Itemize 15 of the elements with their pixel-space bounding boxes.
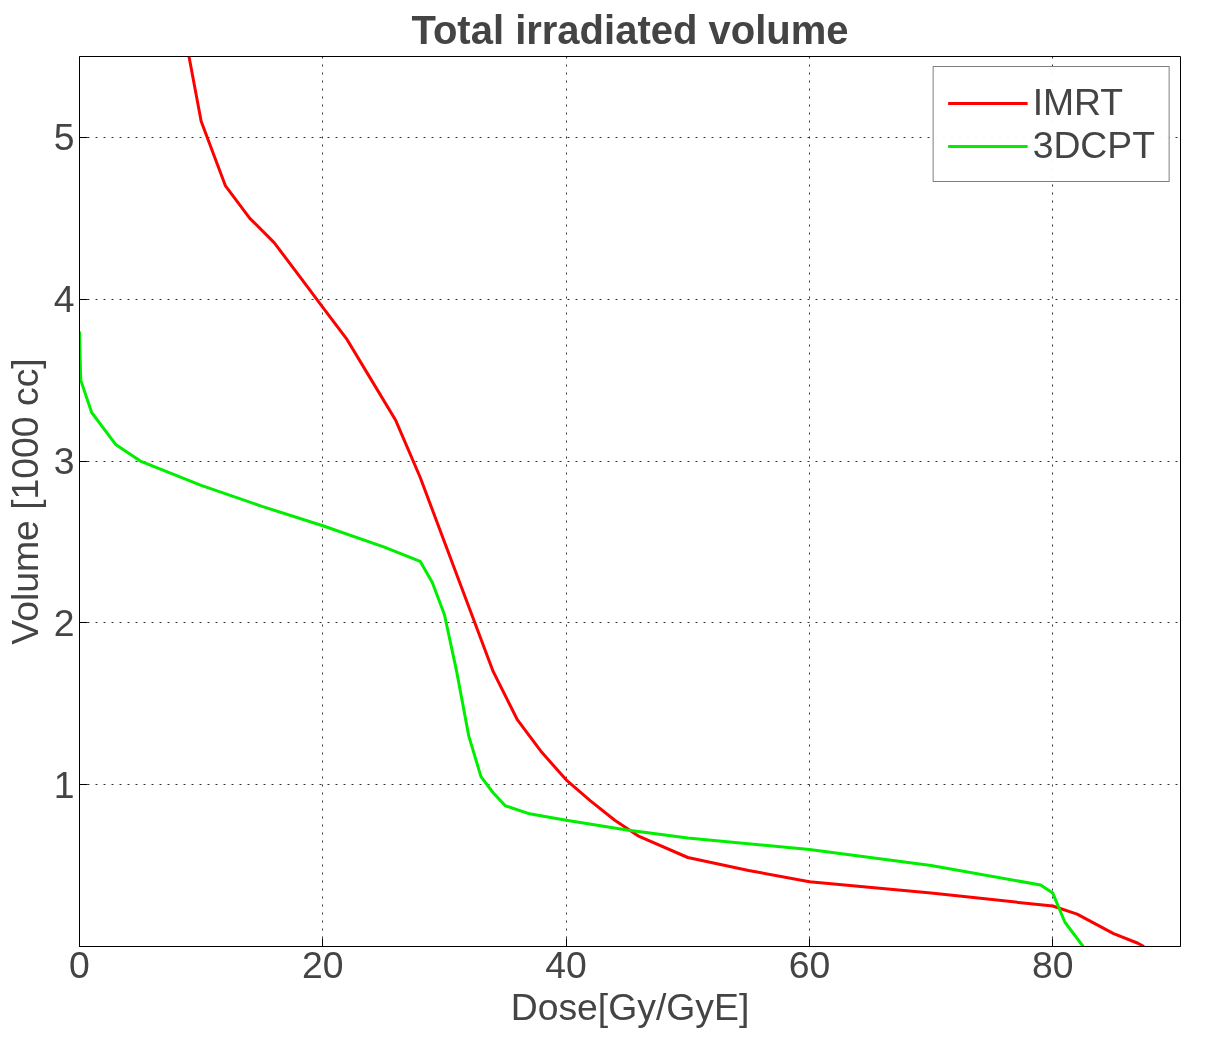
y-axis-title: Volume [1000 cc] bbox=[3, 358, 46, 645]
chart-title: Total irradiated volume bbox=[411, 7, 849, 52]
y-tick-label: 2 bbox=[53, 601, 75, 644]
x-axis-title: Dose[Gy/GyE] bbox=[510, 985, 750, 1028]
x-tick-label: 20 bbox=[302, 943, 344, 986]
y-tick-label: 1 bbox=[53, 763, 75, 806]
x-tick-label: 60 bbox=[788, 943, 831, 986]
x-tick-label: 0 bbox=[69, 943, 90, 986]
y-tick-label: 5 bbox=[53, 116, 75, 159]
y-tick-label: 3 bbox=[53, 440, 75, 483]
y-tick-label: 4 bbox=[53, 278, 75, 321]
x-tick-label: 80 bbox=[1032, 943, 1074, 986]
legend-label: IMRT bbox=[1032, 81, 1124, 124]
legend-label: 3DCPT bbox=[1032, 124, 1155, 167]
x-tick-label: 40 bbox=[545, 943, 587, 986]
